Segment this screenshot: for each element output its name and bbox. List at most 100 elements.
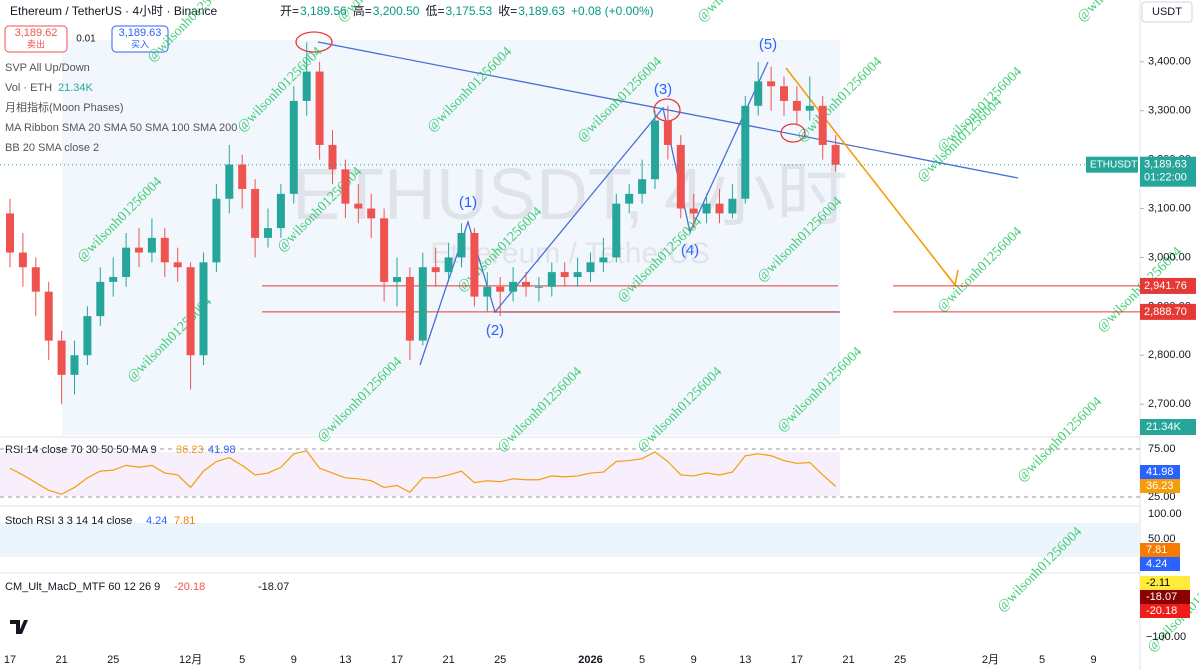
ohlc-item: 收= [498, 4, 517, 18]
wave-label: (1) [459, 194, 477, 211]
x-tick-label: 5 [1039, 654, 1045, 666]
candle-body [405, 277, 414, 341]
candle-body [444, 257, 453, 273]
x-tick-label: 2026 [578, 654, 602, 666]
x-tick-label: 5 [639, 654, 645, 666]
ohlc-item: 3,200.50 [373, 4, 420, 18]
candle-body [586, 262, 595, 273]
candle-body [96, 281, 105, 317]
candle-body [676, 144, 685, 209]
candle-body [44, 291, 53, 341]
candle-body [31, 267, 40, 292]
y-tick-label: 2,800.00 [1148, 349, 1191, 361]
candle-body [431, 267, 440, 273]
x-tick-label: 13 [339, 654, 351, 666]
candle-body [354, 203, 363, 209]
macd-tag [1140, 576, 1190, 590]
candle-body [457, 232, 466, 258]
rsi-tick-label: 75.00 [1148, 443, 1176, 455]
candle-body [534, 286, 543, 288]
volume-tag-label: 21.34K [1146, 421, 1182, 433]
x-tick-label: 25 [894, 654, 906, 666]
x-tick-label: 25 [107, 654, 119, 666]
candle-body [83, 316, 92, 356]
candle-body [109, 277, 118, 282]
x-tick-label: 5 [239, 654, 245, 666]
stoch-tag [1140, 543, 1180, 557]
macd-tag-label: -2.11 [1146, 577, 1170, 589]
spread: 0.01 [76, 34, 96, 45]
candle-body [831, 144, 840, 165]
candle-body [238, 164, 247, 189]
candle-body [341, 169, 350, 204]
buy-label: 买入 [131, 39, 149, 49]
candle-body [393, 277, 401, 282]
stoch-tag [1140, 557, 1180, 571]
stoch-tag-label: 4.24 [1146, 558, 1167, 570]
x-tick-label: 17 [791, 654, 803, 666]
stoch-band [0, 523, 1140, 557]
indicator-label: SVP All Up/Down [5, 62, 90, 74]
projection-arrow [785, 67, 956, 286]
logo[interactable] [10, 620, 28, 634]
candle-body [638, 179, 647, 194]
candle-body [780, 86, 788, 101]
volume-tag [1140, 419, 1196, 435]
sell-button[interactable] [4, 25, 68, 53]
rsi-ma: 41.98 [208, 444, 236, 456]
candle-body [302, 71, 311, 101]
watermark: ETHUSDT, 4小时 [292, 155, 848, 235]
level-tag-label: 2,941.76 [1144, 280, 1187, 292]
x-tick-label: 9 [291, 654, 297, 666]
symbol: Ethereum / TetherUS · 4小时 · Binance [10, 4, 218, 18]
candle-body [367, 208, 376, 219]
x-tick-label: 17 [4, 654, 16, 666]
rsi-tick-label: 25.00 [1148, 491, 1176, 503]
rsi-title: RSI 14 close 70 30 50 50 MA 9 [5, 444, 157, 456]
symbol-tag-label: ETHUSDT [1090, 159, 1137, 170]
candle-body [599, 257, 608, 263]
candle-body [6, 213, 14, 253]
ohlc-item: 3,189.63 [518, 4, 565, 18]
buy-button[interactable] [111, 25, 169, 53]
level-tag [1140, 277, 1196, 294]
indicator-label: 21.34K [58, 82, 94, 94]
x-tick-label: 9 [1091, 654, 1097, 666]
candle-body [715, 203, 724, 214]
rsi-tag [1140, 465, 1180, 479]
candle-body [663, 120, 672, 145]
candle-body [18, 252, 27, 268]
currency: USDT [1152, 6, 1182, 18]
y-tick-label: 3,100.00 [1148, 202, 1191, 214]
currency-button[interactable] [1141, 1, 1193, 23]
x-tick-label: 25 [494, 654, 506, 666]
ohlc-item: 3,189.56 [300, 4, 347, 18]
candle-body [612, 203, 621, 258]
x-tick-label: 17 [391, 654, 403, 666]
circle-mark [295, 31, 333, 53]
indicator-label: 月相指标(Moon Phases) [5, 100, 124, 114]
candle-body [186, 267, 195, 356]
macd-title: CM_Ult_MacD_MTF 60 12 26 9 [5, 581, 160, 593]
rsi-tag-label: 36.23 [1146, 480, 1174, 492]
x-tick-label: 21 [55, 654, 67, 666]
candle-body [560, 272, 569, 278]
candle-body [315, 71, 324, 145]
symbol-tag [1086, 156, 1138, 173]
candle-body [122, 247, 131, 278]
candle-body [160, 237, 169, 263]
stoch-title: Stoch RSI 3 3 14 14 close [5, 515, 132, 527]
macd-tick-label: −100.00 [1146, 631, 1186, 643]
price-tag [1140, 156, 1196, 187]
macd-tag [1140, 604, 1190, 618]
candle-body [70, 355, 79, 375]
ohlc-item: +0.08 (+0.00%) [571, 4, 654, 18]
level-tag [1140, 303, 1196, 320]
candle-body [573, 272, 582, 278]
macd-signal: -18.07 [258, 581, 289, 593]
candle-body [328, 144, 337, 170]
candle-body [522, 281, 530, 287]
candle-body [380, 218, 389, 282]
buy-price: 3,189.63 [119, 27, 162, 39]
